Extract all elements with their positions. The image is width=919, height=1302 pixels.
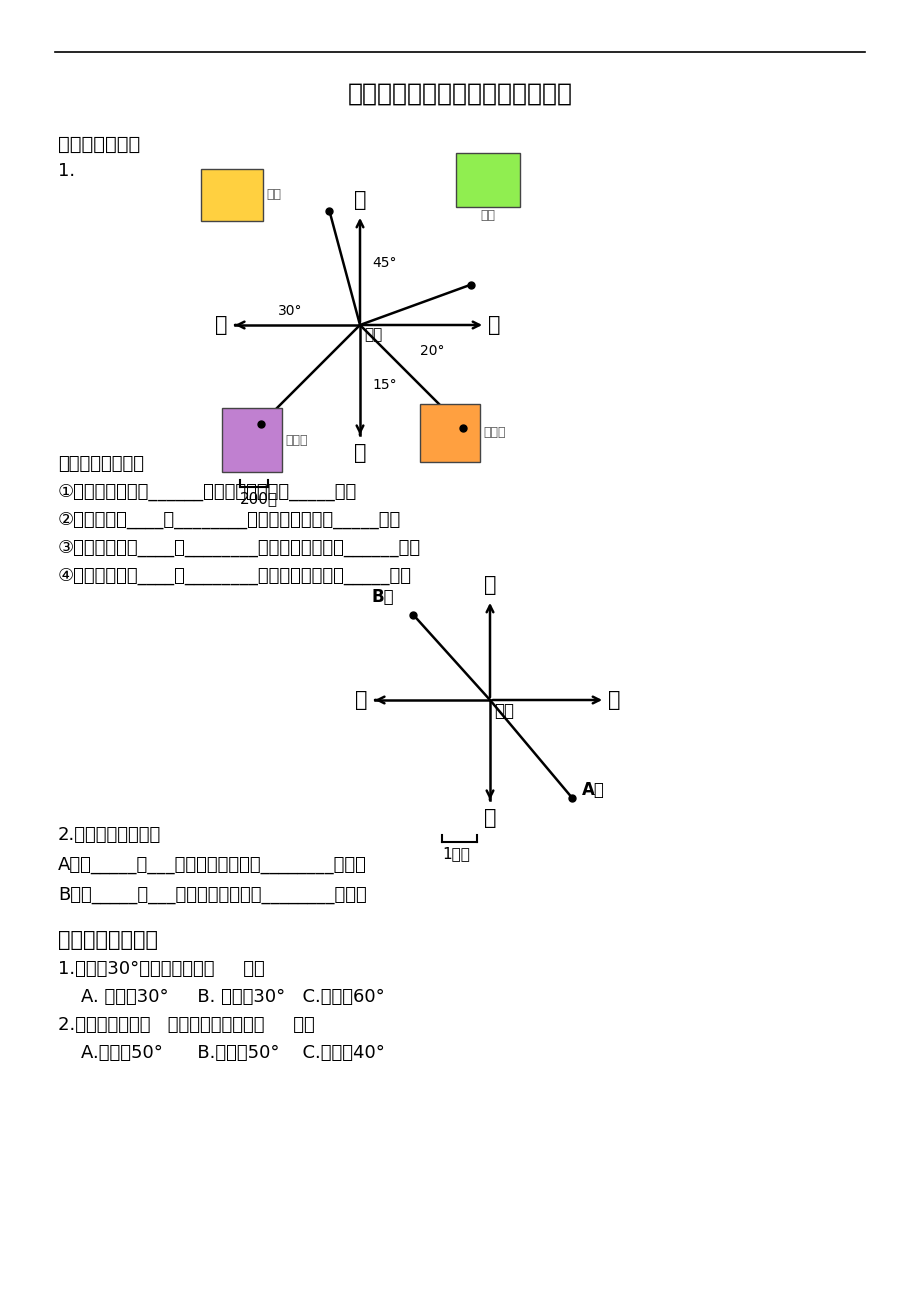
Text: 书店: 书店 xyxy=(266,189,280,202)
Text: ④电影院在学校____偏________的方向上，距离是_____米。: ④电影院在学校____偏________的方向上，距离是_____米。 xyxy=(58,566,412,585)
Text: 一、看图填空。: 一、看图填空。 xyxy=(58,135,140,154)
Text: 1千米: 1千米 xyxy=(441,846,470,861)
Text: 东: 东 xyxy=(487,315,500,335)
Text: 东: 东 xyxy=(607,690,619,710)
Text: 南: 南 xyxy=(483,809,495,828)
Text: 2.以渔船为观察点：: 2.以渔船为观察点： xyxy=(58,825,161,844)
Text: 邮局: 邮局 xyxy=(480,210,495,223)
Text: 四年级数学下册位置与方向测试题: 四年级数学下册位置与方向测试题 xyxy=(347,82,572,105)
Text: ③图书馆在学校____偏________的方向上，距离是______米。: ③图书馆在学校____偏________的方向上，距离是______米。 xyxy=(58,539,421,557)
Text: 学校: 学校 xyxy=(364,327,381,342)
Text: B岛: B岛 xyxy=(370,587,393,605)
Text: 1.北偏西30°，还可以说成（     ）。: 1.北偏西30°，还可以说成（ ）。 xyxy=(58,960,265,978)
Text: A岛在_____偏___的方向上，距离是________千米；: A岛在_____偏___的方向上，距离是________千米； xyxy=(58,855,367,874)
Text: 20°: 20° xyxy=(420,344,444,358)
Text: 图书馆: 图书馆 xyxy=(285,434,307,447)
Text: ②书店在学校____偏________的方向上，距离是_____米。: ②书店在学校____偏________的方向上，距离是_____米。 xyxy=(58,510,401,529)
Text: 1.: 1. xyxy=(58,161,75,180)
Text: 北: 北 xyxy=(354,190,366,210)
Text: A.北偏东50°      B.东偏北50°    C.西偏南40°: A.北偏东50° B.东偏北50° C.西偏南40° xyxy=(58,1044,384,1062)
Text: 2.小强看小林在（   ），小林看小强在（     ）。: 2.小强看小林在（ ），小林看小强在（ ）。 xyxy=(58,1016,314,1034)
Text: 灯塔: 灯塔 xyxy=(494,702,514,720)
Text: 15°: 15° xyxy=(371,378,396,392)
Text: A. 南偏西30°     B. 西偏北30°   C.西偏北60°: A. 南偏西30° B. 西偏北30° C.西偏北60° xyxy=(58,988,384,1006)
Text: ①邮局在学校北偏______的方向上，距离是_____米。: ①邮局在学校北偏______的方向上，距离是_____米。 xyxy=(58,483,357,501)
Text: 200米: 200米 xyxy=(240,491,278,506)
Text: 南: 南 xyxy=(354,443,366,464)
FancyBboxPatch shape xyxy=(221,408,282,473)
Text: 西: 西 xyxy=(355,690,368,710)
Text: 电影院: 电影院 xyxy=(482,427,505,440)
Text: A岛: A岛 xyxy=(582,781,605,799)
Text: 以学校为观测点：: 以学校为观测点： xyxy=(58,454,144,473)
Text: 二、用心选一选。: 二、用心选一选。 xyxy=(58,930,158,950)
Text: 30°: 30° xyxy=(278,303,302,318)
Text: 45°: 45° xyxy=(371,256,396,270)
Text: 西: 西 xyxy=(215,315,228,335)
FancyBboxPatch shape xyxy=(200,169,263,221)
Text: B岛在_____偏___的方向上，距离是________千米。: B岛在_____偏___的方向上，距离是________千米。 xyxy=(58,885,367,904)
FancyBboxPatch shape xyxy=(420,404,480,462)
Text: 北: 北 xyxy=(483,575,495,595)
FancyBboxPatch shape xyxy=(456,154,519,207)
